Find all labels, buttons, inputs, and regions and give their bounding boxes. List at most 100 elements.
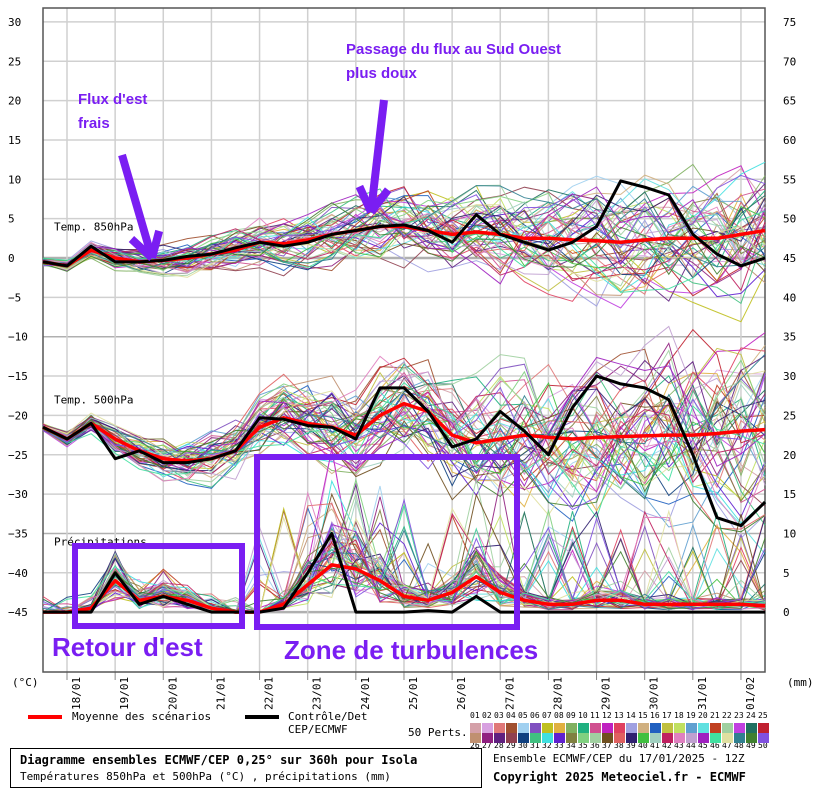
annotation-line: frais xyxy=(78,115,110,132)
member-number: 42 xyxy=(662,741,672,750)
member-number: 20 xyxy=(698,711,708,720)
x-tick-label: 29/01 xyxy=(600,677,613,710)
legend-mean-label: Moyenne des scénarios xyxy=(72,710,212,723)
annotation-zone-turbulences: Zone de turbulences xyxy=(284,635,539,665)
member-number: 03 xyxy=(494,711,504,720)
right-tick-label: 20 xyxy=(783,449,796,462)
right-tick-label: 65 xyxy=(783,95,796,108)
left-tick-label: 25 xyxy=(8,55,21,68)
arrow-icon xyxy=(118,153,164,261)
member-swatch xyxy=(662,733,673,743)
ensemble-member-line xyxy=(43,507,766,613)
member-swatch xyxy=(542,733,553,743)
member-swatch xyxy=(542,723,553,733)
member-number: 47 xyxy=(722,741,732,750)
control-line xyxy=(43,532,766,614)
member-number: 14 xyxy=(626,711,636,720)
ensemble-member-line xyxy=(42,184,766,277)
member-swatch xyxy=(470,723,481,733)
title-box: Diagramme ensembles ECMWF/CEP 0,25° sur … xyxy=(10,748,482,788)
member-number: 07 xyxy=(542,711,552,720)
annotation-line: Flux d'est xyxy=(78,91,148,108)
member-swatch xyxy=(746,733,757,743)
annotation-box-turbulences xyxy=(254,454,520,630)
member-number: 36 xyxy=(590,741,600,750)
footer-subtitle: Températures 850hPa et 500hPa (°C) , pré… xyxy=(20,770,391,783)
ensemble-member-line xyxy=(42,202,766,276)
left-tick-label: −10 xyxy=(8,331,28,344)
right-tick-label: 5 xyxy=(783,567,790,580)
right-axis-unit: (mm) xyxy=(787,676,814,689)
member-number: 11 xyxy=(590,711,600,720)
x-tick-label: 25/01 xyxy=(407,677,420,710)
member-swatch xyxy=(578,723,589,733)
ensemble-member-line xyxy=(42,417,766,533)
member-swatch xyxy=(638,733,649,743)
member-number: 41 xyxy=(650,741,660,750)
ensemble-member-line xyxy=(42,353,766,472)
left-tick-label: −20 xyxy=(8,409,28,422)
left-tick-label: 30 xyxy=(8,16,21,29)
member-number: 31 xyxy=(530,741,540,750)
arrow-head xyxy=(367,187,392,215)
member-swatch xyxy=(614,723,625,733)
right-tick-label: 40 xyxy=(783,291,796,304)
arrow-head xyxy=(128,236,155,261)
member-swatch xyxy=(482,733,493,743)
member-number: 44 xyxy=(686,741,696,750)
mean-line xyxy=(42,401,766,463)
member-number: 39 xyxy=(626,741,636,750)
member-swatch xyxy=(530,723,541,733)
member-number: 10 xyxy=(578,711,588,720)
member-swatch xyxy=(722,723,733,733)
ensemble-member-line xyxy=(42,194,766,265)
member-swatch xyxy=(506,733,517,743)
member-number: 06 xyxy=(530,711,540,720)
ensemble-member-line xyxy=(42,192,766,272)
right-tick-label: 60 xyxy=(783,134,796,147)
legend-control-line: Contrôle/Det xyxy=(288,710,368,723)
x-tick-label: 01/02 xyxy=(744,677,757,710)
annotation-flux-est: Flux d'est frais xyxy=(78,88,147,136)
member-swatch xyxy=(506,723,517,733)
member-swatch xyxy=(758,723,769,733)
member-number: 38 xyxy=(614,741,624,750)
member-swatch xyxy=(698,733,709,743)
plot-frame xyxy=(42,7,766,673)
member-number: 12 xyxy=(602,711,612,720)
ensemble-member-line xyxy=(42,183,766,302)
member-swatch xyxy=(674,733,685,743)
member-swatch xyxy=(710,733,721,743)
right-tick-label: 70 xyxy=(783,55,796,68)
left-tick-label: 20 xyxy=(8,95,21,108)
ensemble-member-line xyxy=(42,388,766,478)
member-swatch xyxy=(626,733,637,743)
member-swatch xyxy=(494,733,505,743)
legend-perts-label: 50 Perts. xyxy=(408,726,468,739)
member-number: 15 xyxy=(638,711,648,720)
ensemble-member-line xyxy=(42,325,766,486)
member-number: 02 xyxy=(482,711,492,720)
member-swatch xyxy=(746,723,757,733)
left-tick-label: −40 xyxy=(8,567,28,580)
ensemble-member-line xyxy=(42,161,766,293)
member-number: 49 xyxy=(746,741,756,750)
member-number: 32 xyxy=(542,741,552,750)
member-swatch xyxy=(662,723,673,733)
left-tick-label: −45 xyxy=(8,606,28,619)
left-tick-label: 15 xyxy=(8,134,21,147)
member-number: 08 xyxy=(554,711,564,720)
member-swatch xyxy=(650,733,661,743)
member-number: 09 xyxy=(566,711,576,720)
ensemble-member-line xyxy=(42,186,766,285)
ensemble-member-line xyxy=(42,210,766,298)
x-tick-label: 18/01 xyxy=(70,677,83,710)
x-tick-label: 30/01 xyxy=(648,677,661,710)
member-swatch xyxy=(638,723,649,733)
control-line xyxy=(42,374,767,528)
member-number: 19 xyxy=(686,711,696,720)
arrow-icon xyxy=(355,99,392,215)
arrow-head xyxy=(148,229,164,260)
left-tick-label: 0 xyxy=(8,252,15,265)
